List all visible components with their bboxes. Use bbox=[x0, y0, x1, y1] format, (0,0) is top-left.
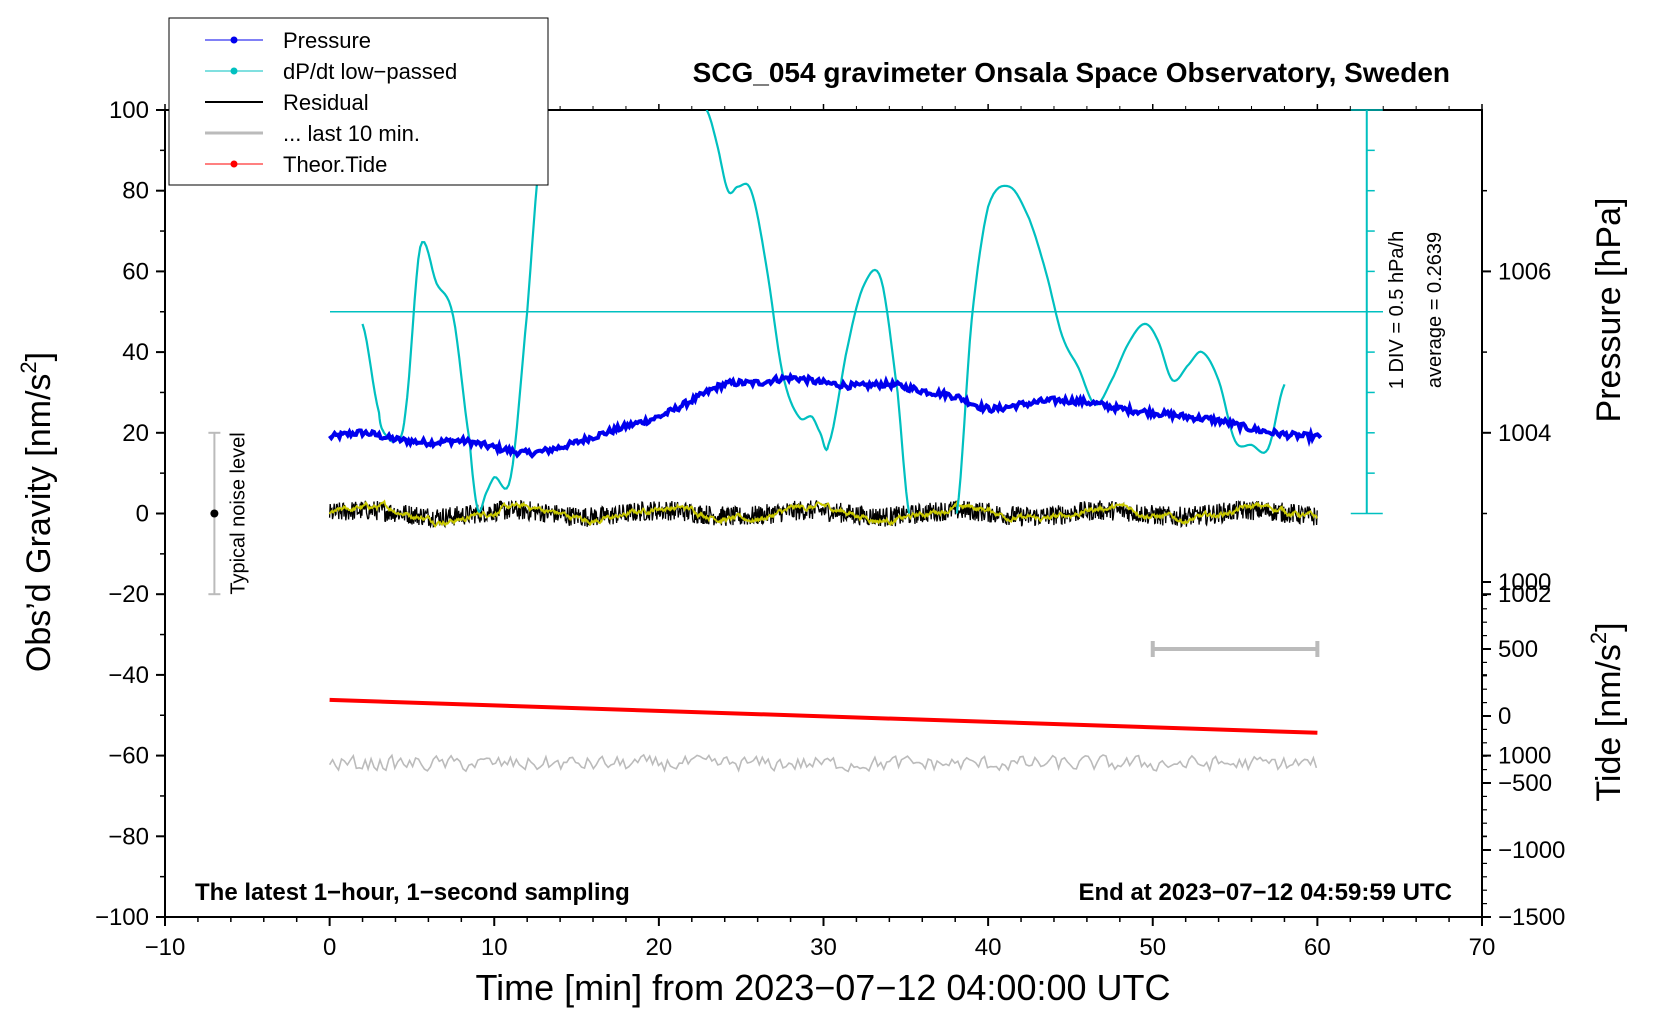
tide-tick-label: −500 bbox=[1498, 770, 1552, 797]
legend-dpdt: dP/dt low−passed bbox=[205, 59, 457, 84]
legend-tide-marker bbox=[230, 160, 238, 168]
pressure-tick-label: 1000 bbox=[1498, 743, 1551, 770]
residual-smooth-line bbox=[328, 499, 1318, 528]
time-axis-ticks: −10 0 10 20 30 40 50 60 70 bbox=[145, 104, 1496, 961]
gravity-tick-label: 20 bbox=[122, 420, 149, 447]
legend-pressure-label: Pressure bbox=[283, 28, 371, 53]
pressure-axis-label: Pressure [hPa] bbox=[1590, 198, 1628, 423]
gravity-tick-label: 0 bbox=[136, 501, 149, 528]
gravity-axis-label-end: ] bbox=[20, 352, 58, 361]
gravity-tick-label: −40 bbox=[108, 662, 149, 689]
tide-axis-label: Tide [nm/s2] bbox=[1586, 622, 1628, 801]
annotation-left: The latest 1−hour, 1−second sampling bbox=[195, 879, 630, 906]
gravity-tick-label: −80 bbox=[108, 823, 149, 850]
time-tick-label: 50 bbox=[1139, 934, 1166, 961]
tide-tick-label: 1000 bbox=[1498, 569, 1551, 596]
legend-dpdt-marker bbox=[230, 67, 238, 75]
tide-tick-label: 500 bbox=[1498, 636, 1538, 663]
legend-residual-label: Residual bbox=[283, 90, 369, 115]
tide-tick-label: −1500 bbox=[1498, 904, 1565, 931]
x-axis-label: Time [min] from 2023−07−12 04:00:00 UTC bbox=[475, 967, 1170, 1008]
gravity-tick-label: 100 bbox=[109, 97, 149, 124]
gravity-axis-ticks: 100 80 60 40 20 0 −20 −40 −60 −80 −100 bbox=[95, 97, 165, 931]
time-tick-label: 40 bbox=[975, 934, 1002, 961]
legend: Pressure dP/dt low−passed Residual ... l… bbox=[168, 17, 549, 186]
tide-axis-label-main: Tide [nm/s bbox=[1590, 644, 1628, 801]
gravity-tick-label: 80 bbox=[122, 178, 149, 205]
legend-tide-label: Theor.Tide bbox=[283, 152, 387, 177]
typical-noise-bar bbox=[208, 431, 221, 596]
noise-bar-dot bbox=[210, 509, 219, 518]
gravity-tick-label: 40 bbox=[122, 339, 149, 366]
tide-axis-label-sup: 2 bbox=[1586, 632, 1611, 644]
tide-tick-label: 0 bbox=[1498, 703, 1511, 730]
pressure-line bbox=[328, 371, 1323, 460]
gravity-axis-label-main: Obs’d Gravity [nm/s bbox=[20, 374, 58, 673]
gravity-tick-label: −20 bbox=[108, 581, 149, 608]
last-10-min-line bbox=[328, 753, 1318, 773]
theor-tide-line bbox=[329, 697, 1318, 735]
average-label: average = 0.2639 bbox=[1424, 232, 1446, 388]
time-tick-label: 0 bbox=[323, 934, 336, 961]
legend-pressure-marker bbox=[230, 36, 238, 44]
pressure-tick-label: 1002 bbox=[1498, 581, 1551, 608]
pressure-tick-label: 1006 bbox=[1498, 258, 1551, 285]
gravity-axis-label-sup: 2 bbox=[16, 361, 41, 373]
ten-minute-bar bbox=[1150, 641, 1320, 657]
legend-dpdt-label: dP/dt low−passed bbox=[283, 59, 457, 84]
tide-tick-label: −1000 bbox=[1498, 837, 1565, 864]
chart-title: SCG_054 gravimeter Onsala Space Observat… bbox=[693, 57, 1450, 88]
time-tick-label: 30 bbox=[810, 934, 837, 961]
time-tick-label: 60 bbox=[1304, 934, 1331, 961]
gravity-tick-label: 60 bbox=[122, 258, 149, 285]
time-tick-label: −10 bbox=[145, 934, 186, 961]
residual-line bbox=[328, 499, 1318, 529]
legend-tide: Theor.Tide bbox=[205, 152, 387, 177]
tide-axis-label-end: ] bbox=[1590, 622, 1628, 631]
gravity-tick-label: −60 bbox=[108, 743, 149, 770]
div-label: 1 DIV = 0.5 hPa/h bbox=[1386, 231, 1408, 389]
tide-axis-ticks: 1000 500 0 −500 −1000 −1500 bbox=[1482, 569, 1565, 931]
legend-last10-label: ... last 10 min. bbox=[283, 121, 420, 146]
gravity-tick-label: −100 bbox=[95, 904, 149, 931]
legend-pressure: Pressure bbox=[205, 28, 371, 53]
legend-last10: ... last 10 min. bbox=[205, 121, 420, 146]
annotation-right: End at 2023−07−12 04:59:59 UTC bbox=[1078, 879, 1452, 906]
time-tick-label: 10 bbox=[481, 934, 508, 961]
pressure-tick-label: 1004 bbox=[1498, 420, 1551, 447]
noise-label: Typical noise level bbox=[227, 432, 249, 594]
legend-residual: Residual bbox=[205, 90, 369, 115]
time-tick-label: 70 bbox=[1469, 934, 1496, 961]
time-tick-label: 20 bbox=[646, 934, 673, 961]
gravity-axis-label: Obs’d Gravity [nm/s2] bbox=[16, 352, 58, 672]
